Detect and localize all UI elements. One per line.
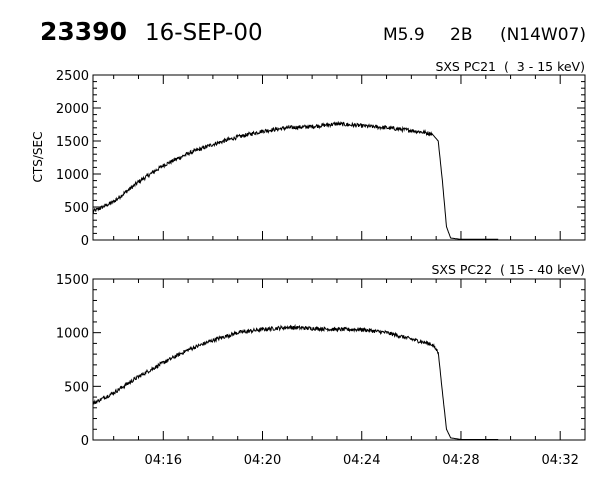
y-tick-label-pc22-1500: 1500: [56, 273, 89, 288]
event-date: 16-SEP-00: [145, 20, 263, 46]
y-axis-label: CTS/SEC: [31, 132, 45, 183]
flare-class: M5.9: [383, 25, 425, 45]
optical-class: 2B: [450, 25, 472, 45]
x-tick-label-0: 04:16: [145, 453, 182, 468]
x-tick-label-1: 04:20: [244, 453, 281, 468]
series-line-pc21-0: [92, 120, 499, 240]
x-tick-label-4: 04:32: [541, 453, 578, 468]
chart-panel-pc22: SXS PC22 ( 15 - 40 keV) 0 500 1000 1500 04:1…: [56, 262, 586, 468]
x-tick-label-3: 04:28: [442, 453, 479, 468]
y-tick-label-pc21-1000: 1000: [56, 168, 89, 183]
chart-panel-pc21: SXS PC21 ( 3 - 15 keV) CTS/SEC 0 500 1000 1…: [31, 59, 586, 249]
y-tick-label-pc22-1000: 1000: [56, 327, 89, 342]
y-tick-label-pc22-500: 500: [64, 380, 89, 395]
panel-title-pc21: SXS PC21 ( 3 - 15 keV): [435, 59, 585, 74]
y-tick-label-pc22-0: 0: [81, 434, 89, 449]
flare-location: (N14W07): [500, 25, 586, 45]
plot-frame-pc21: [92, 74, 586, 241]
plot-frame-pc22: [92, 278, 586, 441]
y-tick-label-pc21-0: 0: [81, 234, 89, 249]
event-id: 23390: [40, 17, 127, 46]
y-tick-label-pc21-2500: 2500: [56, 69, 89, 84]
panel-title-pc22: SXS PC22 ( 15 - 40 keV): [431, 262, 585, 277]
series-line-pc22-0: [92, 323, 499, 440]
y-tick-label-pc21-500: 500: [64, 201, 89, 216]
x-tick-label-2: 04:24: [343, 453, 380, 468]
y-tick-label-pc21-1500: 1500: [56, 135, 89, 150]
y-tick-label-pc21-2000: 2000: [56, 102, 89, 117]
